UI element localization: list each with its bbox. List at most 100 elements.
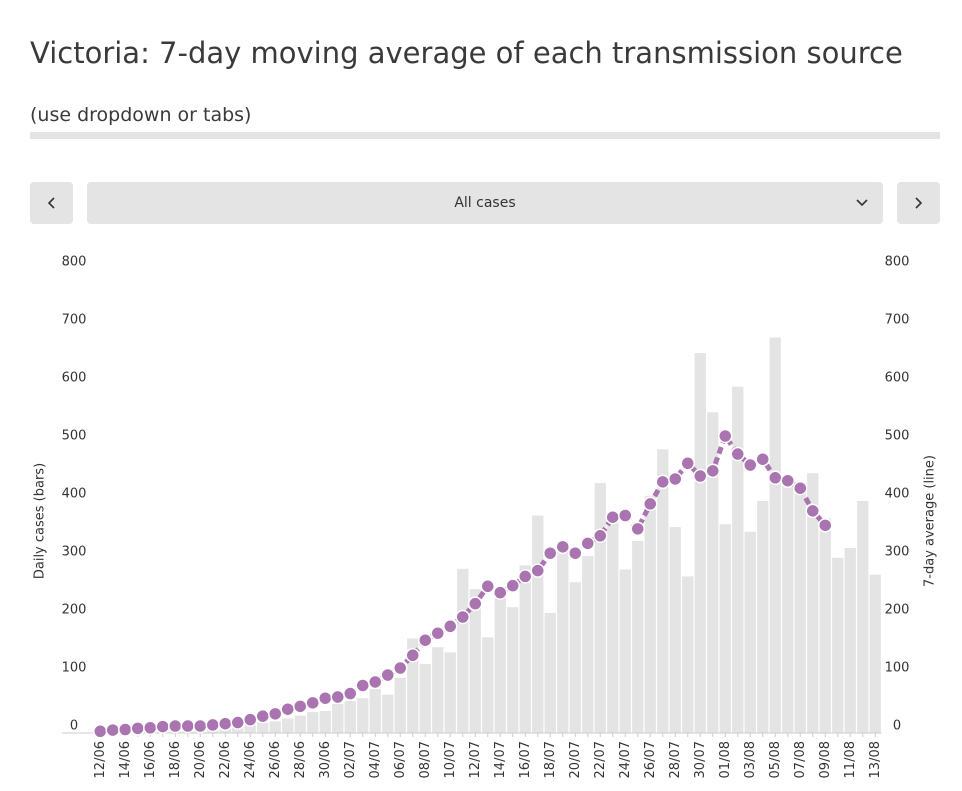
x-tick-label: 18/06 [168,741,183,778]
line-point [168,718,183,734]
y-tick-label: 0 [70,719,78,734]
line-point [568,545,583,561]
bar [382,694,394,733]
bar [519,565,531,733]
x-tick-label: 26/07 [643,741,658,778]
bar [394,677,406,733]
line-point [555,539,570,555]
bar [357,698,369,733]
header: Victoria: 7-day moving average of each t… [30,24,930,144]
bar [794,492,806,733]
line-point [380,667,395,683]
prev-icon [47,197,55,209]
bar [807,473,819,733]
bar [544,612,556,733]
line-point [330,689,345,705]
line-point [593,528,608,544]
y-tick-label: 700 [62,313,87,328]
bar [494,589,506,733]
y-tick-label: 100 [62,661,87,676]
y2-axis-label: 7-day average (line) [923,455,938,587]
line-point [655,474,670,490]
bar [632,541,644,733]
line-point [130,721,145,736]
y-tick-label: 500 [62,429,87,444]
bar [369,688,381,733]
x-tick-label: 30/06 [318,741,333,778]
bar [294,715,306,733]
x-tick-label: 11/08 [843,741,858,778]
y2-tick-label: 500 [885,429,910,444]
line-point [305,695,320,711]
line-point [718,428,733,444]
bar [707,412,719,733]
line-point [443,619,458,634]
y2-tick-label: 400 [885,487,910,502]
bar [682,576,694,733]
bar [594,483,606,733]
bar [694,353,706,733]
bar [857,501,869,733]
y-axis-label: Daily cases (bars) [33,463,48,579]
bar [257,722,269,733]
line-point [93,724,108,739]
bar [557,541,569,733]
line-point [355,678,370,693]
y-tick-label: 200 [62,603,87,618]
dropdown[interactable]: All cases [87,182,883,224]
bar [657,449,669,733]
bar [719,524,731,733]
x-tick-label: 06/07 [393,741,408,778]
bar [669,527,681,733]
line-point [118,722,133,737]
bar [819,518,831,733]
line-point [293,699,308,714]
x-tick-label: 16/07 [518,741,533,778]
chart-title: Victoria: 7-day moving average of each t… [30,36,903,70]
line-point [693,468,708,484]
y2-tick-label: 300 [885,545,910,560]
x-tick-label: 22/07 [593,741,608,778]
x-tick-label: 02/07 [343,741,358,778]
bar [344,701,356,733]
x-tick-label: 01/08 [718,741,733,778]
x-tick-label: 09/08 [818,741,833,778]
line-point [468,596,483,611]
bar [644,495,656,733]
bar [407,638,419,733]
dropdown-icon [856,199,868,207]
y2-tick-label: 700 [885,313,910,328]
line-point [680,456,695,471]
line-point [430,625,445,641]
x-tick-label: 24/06 [243,741,258,778]
x-tick-label: 30/07 [693,741,708,778]
x-tick-label: 20/07 [568,741,583,778]
line-point [755,451,770,467]
bar [457,568,469,733]
line-point [393,660,408,676]
x-tick-label: 28/06 [293,741,308,778]
next-icon [915,197,923,209]
bar [244,724,256,733]
line-point [318,690,333,706]
bar [307,712,319,733]
line-point [455,609,470,625]
next-button[interactable] [897,182,940,224]
y2-tick-label: 100 [885,661,910,676]
line-point [280,701,295,717]
dropdown-label: All cases [454,195,516,211]
prev-button[interactable] [30,182,73,224]
chart-subtitle: (use dropdown or tabs) [30,104,252,126]
line-point [793,480,808,496]
line-point [818,518,833,533]
line-point [180,718,195,734]
y2-tick-label: 600 [885,371,910,386]
bar [732,386,744,733]
y-tick-label: 600 [62,371,87,386]
line-point [143,720,158,736]
line-point [205,717,220,733]
bar [432,647,444,733]
bar [832,557,844,733]
bar [869,574,881,733]
line-point [530,563,545,578]
